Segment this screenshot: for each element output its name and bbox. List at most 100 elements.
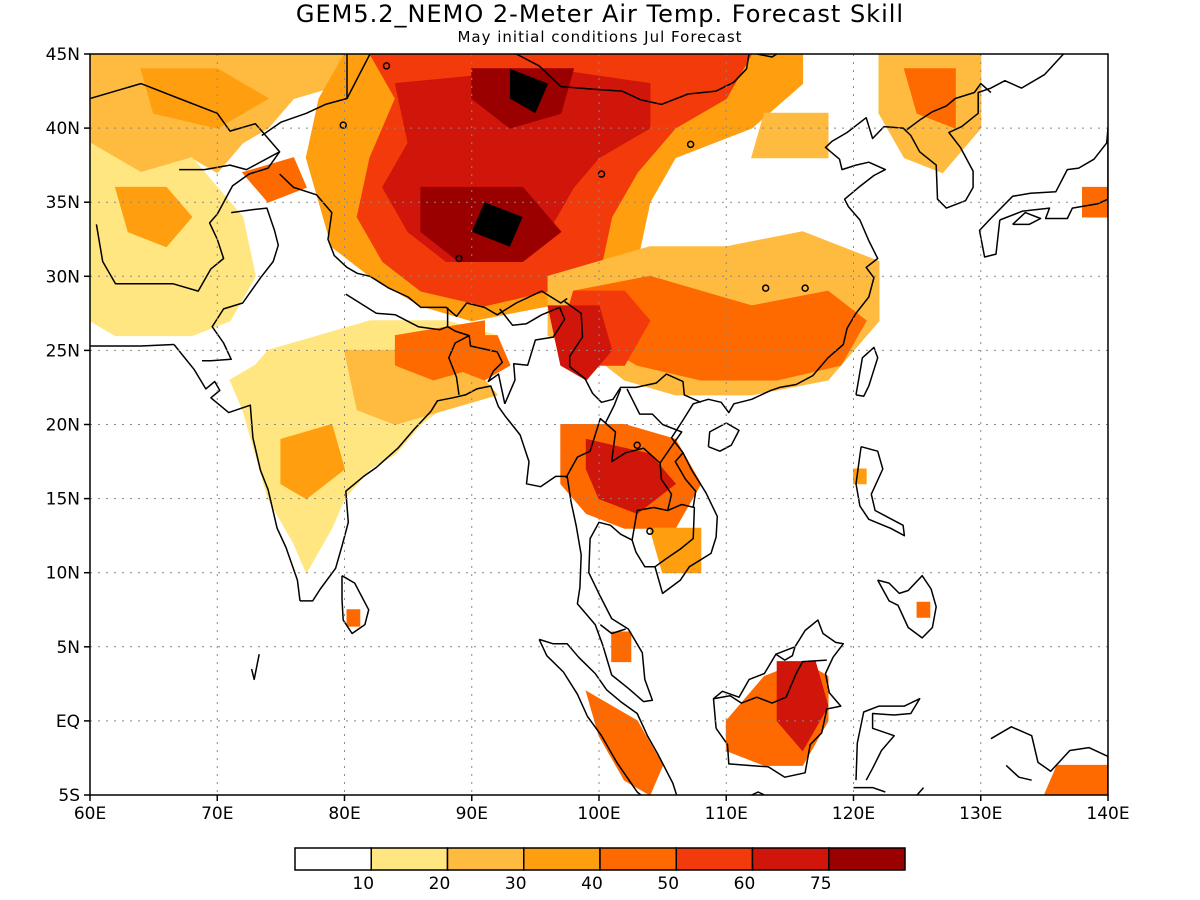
coastline-14: [1005, 764, 1032, 781]
skill-region-35: [916, 601, 931, 618]
coastline-8: [707, 422, 740, 452]
skill-region-2: [114, 186, 193, 248]
x-tick-label: 120E: [832, 804, 875, 824]
coastline-6: [855, 697, 921, 781]
coastline-10: [877, 574, 937, 639]
legend-label: 40: [581, 874, 603, 894]
border-18: [906, 82, 992, 131]
coastline-11: [978, 127, 1108, 258]
border-12: [626, 388, 683, 464]
coastline-3: [341, 575, 370, 635]
legend-swatch-4: [599, 847, 677, 871]
coastline-2: [90, 343, 175, 347]
legend-swatch-3: [523, 847, 601, 871]
legend-swatch-6: [751, 847, 830, 871]
skill-region-3: [140, 68, 270, 129]
y-axis: 5S EQ 5N 10N 15N 20N 25N 30N 35N 40N 45N: [46, 45, 90, 806]
legend-swatch-5: [675, 847, 754, 871]
skill-region-28: [611, 631, 632, 663]
skill-region-4: [241, 157, 307, 203]
coastline-9: [855, 445, 906, 537]
x-tick-label: 140E: [1086, 804, 1129, 824]
y-tick-label: 45N: [46, 45, 80, 65]
border-3: [279, 173, 568, 318]
border-14: [674, 452, 697, 508]
legend-swatch-7: [828, 847, 906, 871]
y-tick-label: 20N: [46, 416, 80, 436]
x-axis: 60E 70E 80E 90E 100E 110E 120E 130E 140E: [74, 795, 1130, 824]
border-16: [346, 54, 371, 99]
border-9: [564, 300, 702, 404]
lake-1: [382, 62, 391, 70]
y-tick-label: 30N: [46, 267, 80, 287]
border-20: [775, 646, 796, 661]
border-19: [713, 659, 827, 704]
coastline-12: [1012, 211, 1042, 226]
border-17: [508, 54, 779, 106]
grid-lines: [90, 54, 1108, 795]
coastline-0: [300, 54, 1065, 703]
y-tick-label: 40N: [46, 119, 80, 139]
y-tick-label: EQ: [56, 712, 80, 732]
skill-region-8: [280, 423, 346, 500]
coastline-16: [751, 791, 765, 795]
skill-region-9: [346, 609, 361, 627]
y-tick-label: 35N: [46, 193, 80, 213]
skill-region-33: [1082, 186, 1108, 218]
legend-label: 20: [429, 874, 451, 894]
y-tick-label: 5S: [58, 786, 80, 806]
border-5: [202, 207, 280, 362]
skill-region-29: [1043, 764, 1108, 795]
legend-swatch-0: [294, 847, 372, 871]
coastline-15: [853, 786, 886, 793]
skill-region-30: [751, 112, 829, 159]
legend-swatch-2: [446, 847, 525, 871]
coastline-13: [990, 726, 1108, 773]
lake-4: [801, 284, 809, 292]
skill-region-15: [471, 202, 523, 247]
x-tick-label: 130E: [959, 804, 1002, 824]
lake-0: [339, 121, 347, 129]
x-tick-label: 80E: [328, 804, 360, 824]
skill-region-21: [445, 335, 511, 381]
border-6: [447, 326, 506, 404]
border-1: [179, 151, 280, 171]
border-7: [448, 334, 470, 396]
legend-label: 75: [810, 874, 832, 894]
legend-label: 10: [352, 874, 374, 894]
coastline-4: [538, 638, 678, 795]
lake-6: [633, 441, 641, 449]
border-10: [565, 388, 622, 479]
lake-8: [455, 254, 463, 263]
coastline-17: [250, 654, 260, 681]
border-2: [261, 54, 348, 137]
x-tick-label: 70E: [201, 804, 233, 824]
skill-region-16: [509, 68, 549, 114]
border-11: [604, 422, 673, 541]
y-tick-label: 15N: [46, 490, 80, 510]
x-tick-label: 60E: [74, 804, 106, 824]
legend-label: 60: [734, 874, 756, 894]
legend-label: 30: [505, 874, 527, 894]
legend-label: 50: [657, 874, 679, 894]
border-22: [916, 787, 925, 795]
skill-region-34: [853, 468, 867, 485]
color-legend: 10 20 30 40 50 60 75: [294, 847, 906, 894]
lake-5: [761, 284, 770, 292]
y-tick-label: 5N: [56, 638, 80, 658]
skill-shading: [90, 54, 1108, 795]
lake-2: [686, 140, 695, 149]
skill-region-20: [547, 305, 613, 381]
x-tick-label: 110E: [705, 804, 748, 824]
y-tick-label: 10N: [46, 564, 80, 584]
coastline-7: [855, 346, 879, 398]
border-8: [499, 306, 566, 405]
border-13: [654, 503, 696, 568]
coastline-1: [173, 344, 301, 601]
x-tick-label: 100E: [577, 804, 620, 824]
border-15: [599, 624, 626, 635]
map-subtitle: May initial conditions Jul Forecast: [457, 28, 743, 46]
map-title: GEM5.2_NEMO 2-Meter Air Temp. Forecast S…: [295, 0, 905, 28]
x-tick-label: 90E: [456, 804, 488, 824]
